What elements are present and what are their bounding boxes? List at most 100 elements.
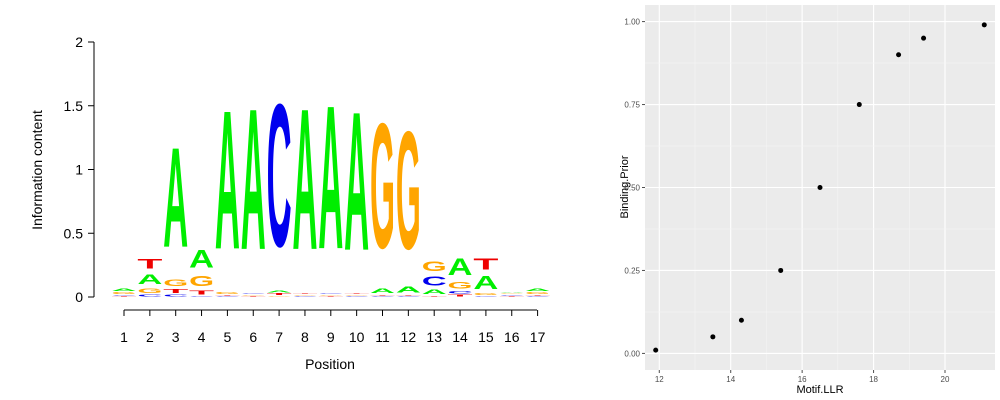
x-tick-label: 14 xyxy=(726,375,735,384)
y-tick-label: 1.5 xyxy=(64,98,84,114)
y-axis-label: Binding.Prior xyxy=(619,155,631,218)
x-tick-label: 5 xyxy=(224,329,232,345)
logo-letter-C: C xyxy=(448,291,473,295)
logo-letter-C: C xyxy=(422,274,447,288)
data-point xyxy=(856,102,862,108)
x-tick-label: 1 xyxy=(120,329,128,345)
logo-letter-T: T xyxy=(189,290,214,296)
y-tick-label: 1.00 xyxy=(624,18,640,27)
data-point xyxy=(817,185,823,190)
x-tick-label: 17 xyxy=(530,329,546,345)
x-tick-label: 9 xyxy=(327,329,335,345)
logo-letter-A: A xyxy=(318,64,343,293)
logo-letter-C: C xyxy=(318,293,343,294)
logo-letter-T: T xyxy=(318,296,343,297)
x-axis-ticks: 1 2 3 4 5 6 7 8 9 10 11 12 13 14 15 16 17 xyxy=(120,310,546,345)
logo-letter-G: G xyxy=(241,294,266,295)
y-tick-label: 0.5 xyxy=(64,225,84,241)
x-tick-label: 16 xyxy=(798,375,807,384)
logo-letter-T: T xyxy=(448,295,473,298)
y-axis-label: Information content xyxy=(29,110,45,230)
data-point xyxy=(778,267,784,273)
logo-letter-G: G xyxy=(396,96,421,285)
data-point xyxy=(896,52,902,58)
logo-letter-T: T xyxy=(137,256,162,271)
y-tick-label: 2 xyxy=(75,34,83,50)
logo-letter-T: T xyxy=(499,296,524,297)
logo-letter-G: G xyxy=(473,293,498,296)
logo-letter-C: C xyxy=(267,62,292,289)
logo-letter-C: C xyxy=(473,296,498,297)
x-tick-label: 2 xyxy=(146,329,154,345)
x-tick-label: 14 xyxy=(452,329,468,345)
x-tick-label: 16 xyxy=(504,329,520,345)
logo-letter-A: A xyxy=(189,246,214,273)
logo-letter-A: A xyxy=(112,288,137,292)
y-tick-label: 0.25 xyxy=(624,266,640,275)
logo-letter-A: A xyxy=(215,70,240,292)
x-tick-label: 7 xyxy=(275,329,283,345)
x-tick-label: 18 xyxy=(869,375,878,384)
logo-letter-A: A xyxy=(267,291,292,294)
logo-letter-A: A xyxy=(396,286,421,295)
logo-letter-G: G xyxy=(137,287,162,295)
logo-letter-C: C xyxy=(370,296,395,297)
logo-letter-C: C xyxy=(215,296,240,297)
logo-letter-G: G xyxy=(344,294,369,295)
x-axis-ticks: 12 14 16 18 20 xyxy=(655,370,950,384)
logo-letter-C: C xyxy=(292,296,317,297)
y-tick-label: 0 xyxy=(75,289,83,305)
y-axis-ticks: 0 0.5 1 1.5 2 xyxy=(64,34,94,305)
y-tick-label: 0.00 xyxy=(624,349,640,358)
logo-letter-A: A xyxy=(448,254,473,281)
logo-letter-C: C xyxy=(137,295,162,298)
x-tick-label: 12 xyxy=(401,329,417,345)
logo-letter-A: A xyxy=(292,66,317,292)
logo-letter-C: C xyxy=(499,294,524,295)
x-axis-label: Position xyxy=(305,356,355,372)
data-point xyxy=(738,317,744,323)
logo-letter-A: A xyxy=(499,292,524,293)
logo-letter-C: C xyxy=(189,296,214,297)
y-tick-label: 1 xyxy=(75,162,83,178)
logo-letter-G: G xyxy=(448,281,473,291)
logo-letter-A: A xyxy=(370,287,395,295)
logo-letter-A: A xyxy=(163,117,188,276)
x-tick-label: 11 xyxy=(375,329,390,345)
logo-letter-T: T xyxy=(292,293,317,294)
data-point xyxy=(653,347,659,353)
logo-letter-C: C xyxy=(396,296,421,297)
logo-letter-T: T xyxy=(215,294,240,295)
logo-letter-G: G xyxy=(525,292,550,295)
logo-letter-G: G xyxy=(422,259,447,274)
logo-letter-T: T xyxy=(525,294,550,295)
x-tick-label: 10 xyxy=(349,329,365,345)
logo-letter-C: C xyxy=(111,294,136,295)
data-point xyxy=(921,35,927,41)
x-tick-label: 15 xyxy=(478,329,494,345)
logo-letter-T: T xyxy=(163,288,188,294)
logo-letter-A: A xyxy=(473,273,498,293)
logo-letter-G: G xyxy=(292,294,317,295)
logo-letter-G: G xyxy=(215,292,240,295)
logo-letter-G: G xyxy=(499,293,524,294)
logo-letter-A: A xyxy=(422,288,447,296)
logo-letter-G: G xyxy=(318,294,343,295)
logo-letters: TCGACGATCTGACTGACTGATGCAGTACCGTATGCACGTA… xyxy=(111,62,550,297)
x-tick-label: 13 xyxy=(426,329,442,345)
logo-letter-C: C xyxy=(163,295,188,298)
logo-letter-T: T xyxy=(396,294,421,295)
logo-letter-G: G xyxy=(189,273,214,290)
y-tick-label: 0.75 xyxy=(624,101,640,110)
logo-letter-T: T xyxy=(422,296,447,297)
grid-lines xyxy=(645,5,995,370)
logo-letter-C: C xyxy=(525,296,550,297)
logo-letter-T: T xyxy=(267,293,292,296)
logo-letter-T: T xyxy=(241,296,266,297)
logo-letter-T: T xyxy=(344,293,369,294)
scatter-chart: 0.00 0.25 0.50 0.75 1.00 12 14 16 18 20 Motif.LL… xyxy=(619,5,995,396)
x-tick-label: 4 xyxy=(198,329,206,345)
logo-letter-G: G xyxy=(163,278,188,288)
x-axis-label: Motif.LLR xyxy=(796,384,843,396)
